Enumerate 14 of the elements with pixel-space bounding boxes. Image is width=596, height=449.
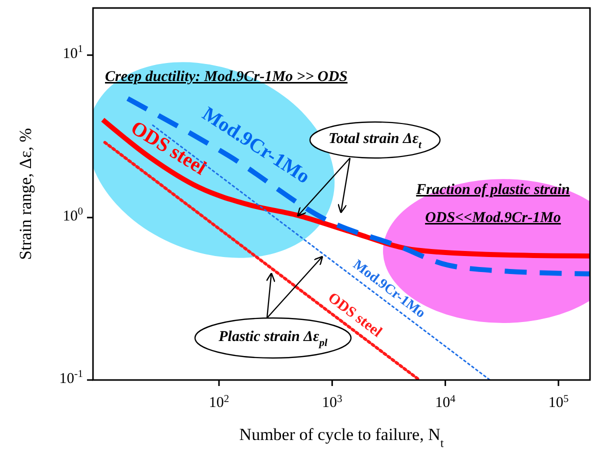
- y-tick-label: 10$^{-1}$: [59, 368, 83, 388]
- annotation: Fraction of plastic strain: [415, 182, 570, 198]
- annotation: ODS<<Mod.9Cr-1Mo: [425, 210, 561, 226]
- x-tick-label: 10$^{3}$: [322, 394, 342, 411]
- y-tick-label: 10$^{1}$: [62, 44, 83, 63]
- y-tick-label: 10$^{0}$: [62, 206, 83, 225]
- x-axis-title: Number of cycle to failure, N$_{t}$: [239, 425, 444, 449]
- annotation: Plastic strain Δε$_{pl}$: [218, 329, 328, 349]
- annotation: Creep ductility: Mod.9Cr-1Mo >> ODS: [105, 69, 348, 86]
- y-axis-title: Strain range, Δε, %: [16, 128, 35, 260]
- x-tick-label: 10$^{5}$: [548, 394, 569, 411]
- x-tick-label: 10$^{4}$: [435, 394, 456, 411]
- x-tick-label: 10$^{2}$: [208, 394, 230, 411]
- annotation: Total strain Δε$_{t}$: [328, 131, 423, 151]
